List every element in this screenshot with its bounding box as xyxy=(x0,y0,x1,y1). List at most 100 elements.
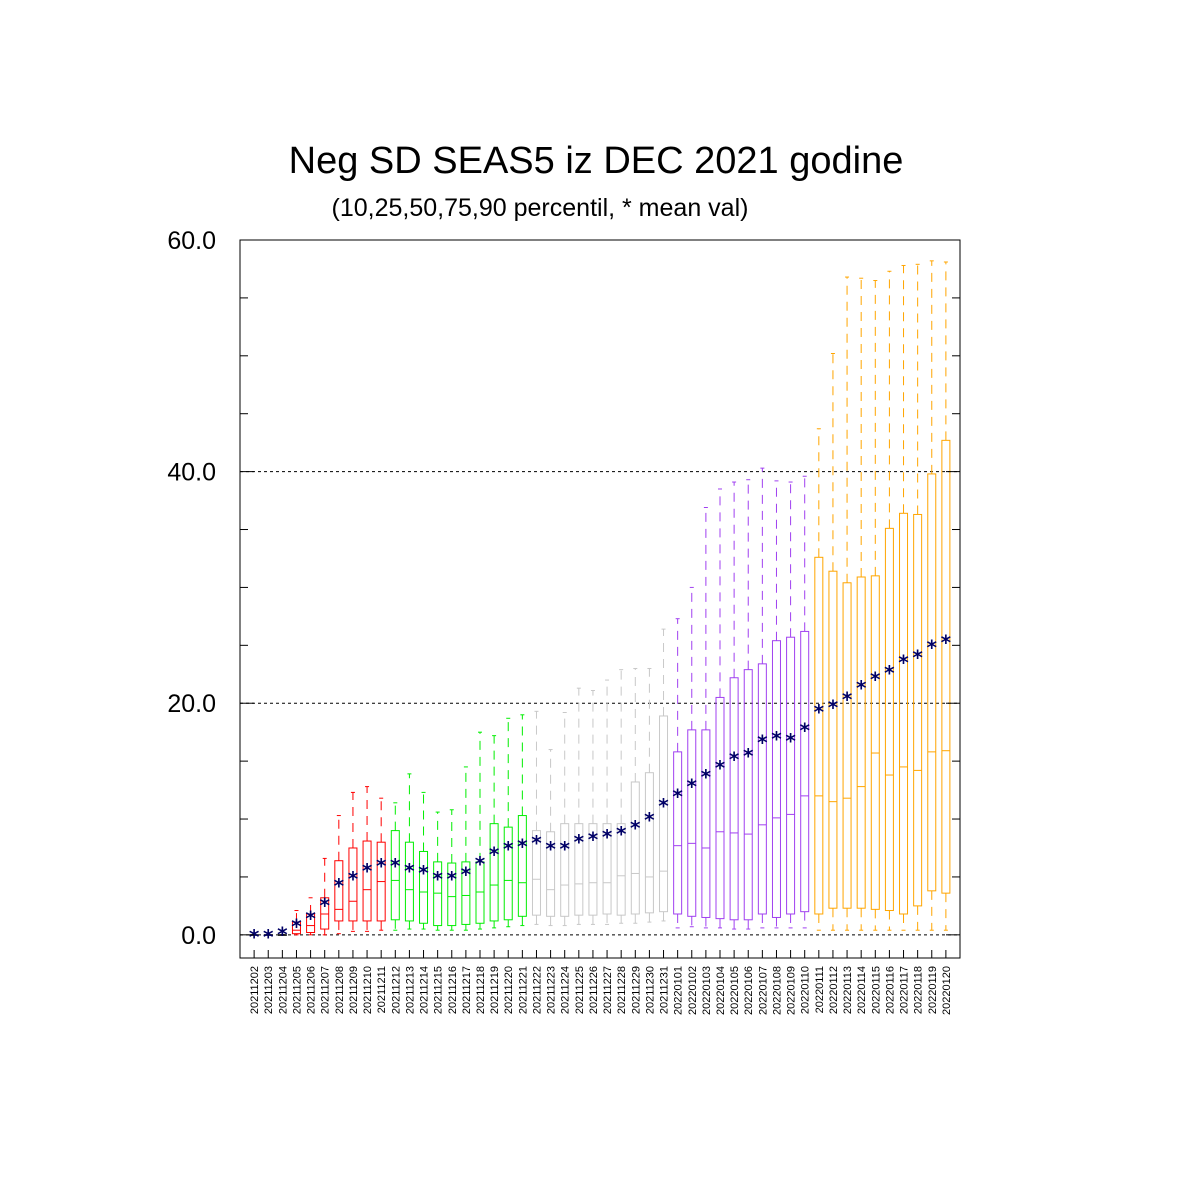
mean-marker: * xyxy=(898,650,909,674)
x-tick-label: 20220115 xyxy=(870,966,882,1014)
mean-marker: * xyxy=(291,914,302,938)
box-iqr xyxy=(644,772,654,914)
box-20220108 xyxy=(771,480,781,929)
box-20211230 xyxy=(644,667,654,923)
x-tick-label: 20220112 xyxy=(828,966,840,1014)
box-20211209 xyxy=(348,791,358,932)
box-iqr xyxy=(433,861,443,927)
box-20220120 xyxy=(941,261,951,931)
box-iqr xyxy=(531,830,541,916)
box-20211228 xyxy=(616,669,626,924)
x-tick-label: 20220117 xyxy=(899,966,911,1014)
x-tick-label: 20220104 xyxy=(715,966,727,1015)
x-tick-label: 20220113 xyxy=(842,966,854,1014)
x-tick-label: 20211227 xyxy=(602,966,614,1014)
box-20211208 xyxy=(334,815,344,935)
box-20211213 xyxy=(404,773,414,930)
box-iqr xyxy=(800,630,810,913)
box-iqr xyxy=(743,669,753,921)
mean-marker: * xyxy=(559,837,570,861)
x-tick-label: 20211221 xyxy=(517,966,529,1014)
box-iqr xyxy=(786,636,796,915)
box-20220105 xyxy=(729,481,739,930)
box-iqr xyxy=(842,582,852,909)
mean-marker: * xyxy=(630,816,641,840)
x-tick-label: 20220111 xyxy=(814,966,826,1013)
mean-marker: * xyxy=(390,854,401,878)
x-tick-label: 20211202 xyxy=(249,966,261,1014)
x-tick-label: 20211210 xyxy=(362,966,374,1014)
mean-markers: * * * * *** * * * * * * * * * * * * * * * * * * * * * ** * * * * * ** * * *… xyxy=(249,631,952,949)
box-iqr xyxy=(503,826,513,921)
x-tick-label: 20211222 xyxy=(531,966,543,1014)
box-20211204 xyxy=(277,934,287,936)
box-20220111 xyxy=(814,428,824,931)
box-iqr xyxy=(348,847,358,922)
x-tick-label: 20211205 xyxy=(291,966,303,1014)
x-tick-label: 20211225 xyxy=(574,966,586,1014)
box-20220103 xyxy=(701,507,711,929)
box-20211207 xyxy=(320,857,330,936)
mean-marker: * xyxy=(319,894,330,918)
mean-marker: * xyxy=(475,852,486,876)
box-iqr xyxy=(659,715,669,913)
box-iqr xyxy=(334,860,344,922)
box-20211221 xyxy=(517,714,527,927)
box-iqr xyxy=(630,781,640,915)
mean-marker: * xyxy=(743,744,754,768)
x-tick-label: 20211230 xyxy=(644,966,656,1014)
mean-marker: * xyxy=(503,837,514,861)
box-iqr xyxy=(574,823,584,916)
mean-marker: * xyxy=(672,785,683,809)
box-20211218 xyxy=(475,731,485,930)
mean-marker: * xyxy=(404,859,415,883)
box-iqr xyxy=(814,556,824,915)
mean-marker: * xyxy=(602,825,613,849)
mean-marker: * xyxy=(842,687,853,711)
box-iqr xyxy=(517,815,527,917)
x-tick-label: 20211219 xyxy=(489,966,501,1014)
box-20211219 xyxy=(489,735,499,929)
x-tick-label: 20211211 xyxy=(376,966,388,1013)
x-tick-label: 20211209 xyxy=(348,966,360,1014)
box-iqr xyxy=(306,913,316,934)
x-tick-label: 20220110 xyxy=(800,966,812,1014)
mean-marker: * xyxy=(616,822,627,846)
mean-marker: * xyxy=(927,635,938,659)
x-tick-label: 20220120 xyxy=(941,966,953,1015)
box-20211217 xyxy=(461,766,471,931)
box-20220114 xyxy=(856,277,866,931)
y-axis: 0.0 20.0 40.0 60.0 xyxy=(167,227,960,950)
mean-marker: * xyxy=(912,646,923,670)
box-iqr xyxy=(291,921,301,935)
mean-marker: * xyxy=(799,719,810,743)
box-iqr xyxy=(729,677,739,921)
box-iqr xyxy=(461,861,471,925)
box-20220112 xyxy=(828,352,838,931)
plot-frame xyxy=(239,239,961,959)
mean-marker: * xyxy=(517,835,528,859)
x-tick-label: 20211208 xyxy=(334,966,346,1014)
box-iqr xyxy=(899,512,909,915)
x-tick-label: 20220102 xyxy=(687,966,699,1015)
box-20211203 xyxy=(263,934,273,936)
x-tick-label: 20211223 xyxy=(546,966,558,1014)
mean-marker: * xyxy=(277,923,288,947)
mean-marker: * xyxy=(348,867,359,891)
x-tick-label: 20211226 xyxy=(588,966,600,1014)
x-tick-label: 20211217 xyxy=(461,966,473,1014)
box-20211231 xyxy=(659,628,669,922)
x-axis: 20211202 20211203 20211204 20211205 20211206… xyxy=(249,950,953,1015)
box-iqr xyxy=(602,823,612,915)
box-20220116 xyxy=(884,270,894,931)
box-20211206 xyxy=(306,897,316,936)
box-iqr xyxy=(673,751,683,915)
box-iqr xyxy=(884,527,894,912)
mean-marker: * xyxy=(545,837,556,861)
x-tick-label: 20220106 xyxy=(743,966,755,1015)
x-tick-label: 20211220 xyxy=(503,966,515,1014)
mean-marker: * xyxy=(658,794,669,818)
x-tick-label: 20211216 xyxy=(447,966,459,1014)
x-tick-label: 20220114 xyxy=(856,966,868,1014)
box-20211210 xyxy=(362,786,372,932)
